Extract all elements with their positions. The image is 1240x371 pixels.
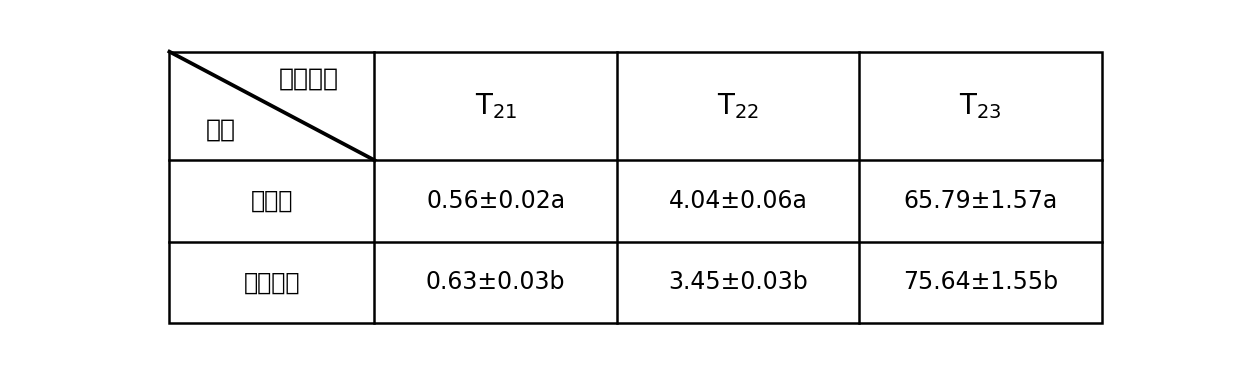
Text: 组别: 组别 xyxy=(206,118,236,142)
Text: 75.64±1.55b: 75.64±1.55b xyxy=(903,270,1058,294)
Text: $\mathrm{T}_{22}$: $\mathrm{T}_{22}$ xyxy=(717,91,759,121)
Text: 65.79±1.57a: 65.79±1.57a xyxy=(903,189,1058,213)
Text: 0.63±0.03b: 0.63±0.03b xyxy=(425,270,565,294)
Text: $\mathrm{T}_{23}$: $\mathrm{T}_{23}$ xyxy=(959,91,1002,121)
Text: 4.04±0.06a: 4.04±0.06a xyxy=(668,189,807,213)
Text: 0.56±0.02a: 0.56±0.02a xyxy=(427,189,565,213)
Text: $\mathrm{T}_{21}$: $\mathrm{T}_{21}$ xyxy=(475,91,517,121)
Text: 驰豫时间: 驰豫时间 xyxy=(279,67,339,91)
Text: 标准品: 标准品 xyxy=(250,189,293,213)
Text: 待测样品: 待测样品 xyxy=(244,270,300,294)
Text: 3.45±0.03b: 3.45±0.03b xyxy=(668,270,808,294)
